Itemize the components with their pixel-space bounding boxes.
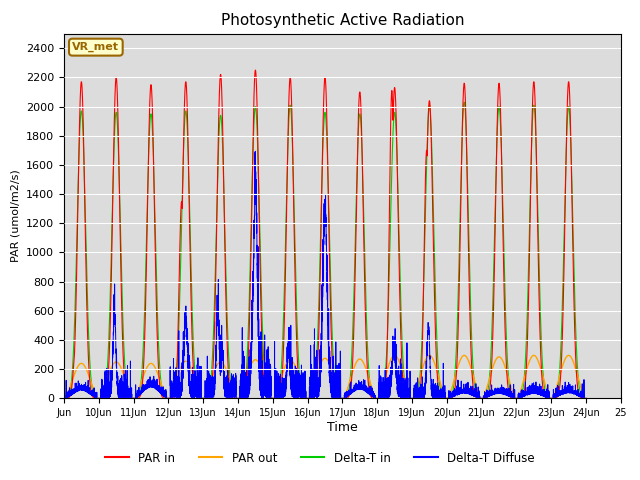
X-axis label: Time: Time: [327, 421, 358, 434]
Legend: PAR in, PAR out, Delta-T in, Delta-T Diffuse: PAR in, PAR out, Delta-T in, Delta-T Dif…: [100, 447, 540, 469]
Title: Photosynthetic Active Radiation: Photosynthetic Active Radiation: [221, 13, 464, 28]
Text: VR_met: VR_met: [72, 42, 119, 52]
Y-axis label: PAR (umol/m2/s): PAR (umol/m2/s): [10, 169, 20, 263]
